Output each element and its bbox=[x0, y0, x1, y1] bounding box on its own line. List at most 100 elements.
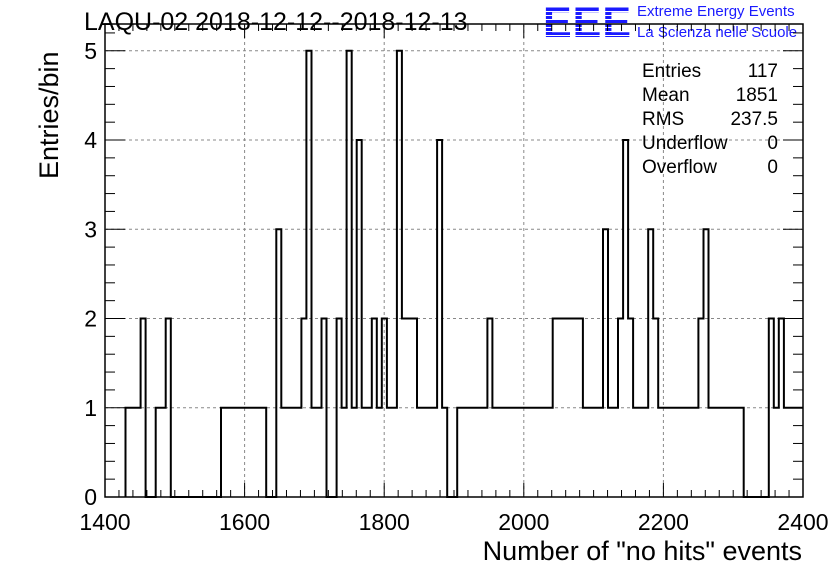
stats-box: Entries 117 Mean 1851 RMS 237.5 Underflo… bbox=[641, 60, 781, 180]
stats-label: RMS bbox=[642, 109, 685, 130]
histogram-bin bbox=[799, 408, 804, 497]
histogram-bin bbox=[422, 408, 427, 497]
histogram-bin bbox=[588, 408, 593, 497]
histogram-bin bbox=[492, 408, 497, 497]
stats-row-mean: Mean 1851 bbox=[641, 84, 781, 108]
histogram-bin bbox=[387, 408, 392, 497]
stats-row-entries: Entries 117 bbox=[641, 60, 781, 84]
histogram-bin bbox=[608, 408, 613, 497]
histogram-bin bbox=[774, 408, 779, 497]
histogram-bin bbox=[487, 319, 492, 497]
histogram-bin bbox=[467, 408, 472, 497]
histogram-bin bbox=[688, 408, 693, 497]
histogram-bin bbox=[311, 408, 316, 497]
x-tick-label: 1400 bbox=[79, 509, 130, 535]
histogram-bin bbox=[286, 408, 291, 497]
histogram-bin bbox=[462, 408, 467, 497]
histogram-bin bbox=[553, 319, 558, 497]
histogram-bin bbox=[281, 408, 286, 497]
histogram-bin bbox=[794, 408, 799, 497]
histogram-bin bbox=[714, 408, 719, 497]
stats-value: 1851 bbox=[735, 85, 778, 106]
stats-label: Entries bbox=[642, 61, 702, 82]
histogram-bin bbox=[568, 319, 573, 497]
histogram-bin bbox=[427, 408, 432, 497]
logo-tagline-1: Extreme Energy Events bbox=[637, 3, 795, 20]
histogram-bin bbox=[246, 408, 251, 497]
histogram-bin bbox=[377, 408, 382, 497]
histogram-bin bbox=[633, 408, 638, 497]
histogram-bin bbox=[623, 140, 628, 497]
stats-label: Overflow bbox=[642, 157, 717, 178]
histogram-bin bbox=[502, 408, 507, 497]
histogram-bin bbox=[306, 51, 311, 497]
histogram-bin bbox=[392, 408, 397, 497]
stats-row-rms: RMS 237.5 bbox=[641, 108, 781, 132]
histogram-bin bbox=[698, 319, 703, 497]
histogram-bin bbox=[437, 140, 442, 497]
histogram-bin bbox=[367, 408, 372, 497]
histogram-bin bbox=[673, 408, 678, 497]
histogram-bin bbox=[573, 319, 578, 497]
histogram-bin bbox=[563, 319, 568, 497]
histogram-bin bbox=[236, 408, 241, 497]
stats-row-overflow: Overflow 0 bbox=[641, 156, 781, 180]
histogram-bin bbox=[734, 408, 739, 497]
histogram-bin bbox=[769, 319, 774, 497]
histogram-bin bbox=[241, 408, 246, 497]
histogram-bin bbox=[703, 229, 708, 497]
histogram-bin bbox=[301, 319, 306, 497]
histogram-bin bbox=[538, 408, 543, 497]
histogram-bin bbox=[412, 319, 417, 497]
histogram-bin bbox=[442, 408, 447, 497]
histogram-bin bbox=[528, 408, 533, 497]
histogram-bin bbox=[593, 408, 598, 497]
histogram-bin bbox=[613, 408, 618, 497]
histogram-bin bbox=[347, 51, 352, 497]
histogram-bin bbox=[784, 408, 789, 497]
histogram-bin bbox=[231, 408, 236, 497]
histogram-bin bbox=[668, 408, 673, 497]
histogram-bin bbox=[693, 408, 698, 497]
histogram-bin bbox=[402, 319, 407, 497]
histogram-bin bbox=[407, 319, 412, 497]
histogram-bin bbox=[543, 408, 548, 497]
histogram-bin bbox=[558, 319, 563, 497]
histogram-bin bbox=[779, 319, 784, 497]
x-tick-label: 2200 bbox=[638, 509, 689, 535]
histogram-bin bbox=[126, 408, 131, 497]
histogram-bin bbox=[523, 408, 528, 497]
histogram-bin bbox=[598, 408, 603, 497]
histogram-bin bbox=[708, 408, 713, 497]
histogram-bin bbox=[719, 408, 724, 497]
histogram-bin bbox=[156, 408, 161, 497]
histogram-bin bbox=[507, 408, 512, 497]
histogram-bin bbox=[578, 319, 583, 497]
histogram-bin bbox=[729, 408, 734, 497]
histogram-bin bbox=[457, 408, 462, 497]
stats-value: 0 bbox=[767, 133, 778, 154]
stats-value: 0 bbox=[767, 157, 778, 178]
histogram-bin bbox=[342, 408, 347, 497]
histogram-bin bbox=[658, 408, 663, 497]
histogram-bin bbox=[477, 408, 482, 497]
histogram-bin bbox=[648, 229, 653, 497]
y-tick-label: 0 bbox=[84, 484, 97, 510]
histogram-bin bbox=[226, 408, 231, 497]
x-tick-label: 2000 bbox=[498, 509, 549, 535]
histogram-bin bbox=[663, 408, 668, 497]
y-tick-label: 3 bbox=[84, 216, 97, 242]
histogram-bin bbox=[131, 408, 136, 497]
histogram-bin bbox=[382, 319, 387, 497]
stats-label: Mean bbox=[642, 85, 690, 106]
histogram-bin bbox=[678, 408, 683, 497]
histogram-bin bbox=[166, 319, 171, 497]
histogram-bin bbox=[583, 408, 588, 497]
histogram-bin bbox=[417, 408, 422, 497]
histogram-bin bbox=[683, 408, 688, 497]
histogram-bin bbox=[136, 408, 141, 497]
histogram-bin bbox=[482, 408, 487, 497]
stats-row-underflow: Underflow 0 bbox=[641, 132, 781, 156]
x-tick-label: 1600 bbox=[219, 509, 270, 535]
